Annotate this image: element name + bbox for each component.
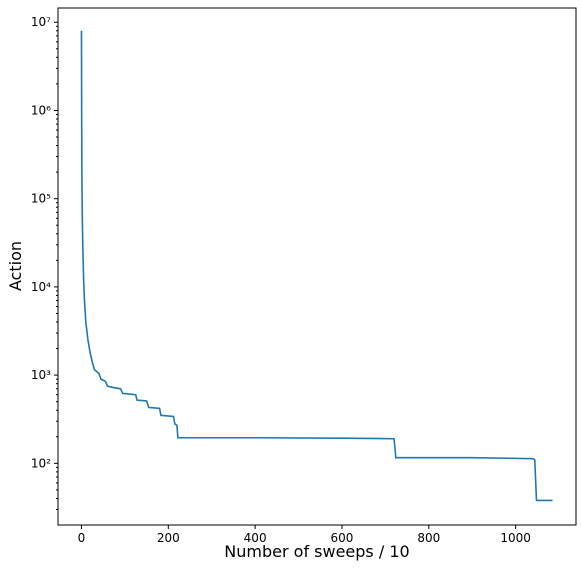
y-tick-label: 10⁵ <box>31 192 51 206</box>
y-tick-label: 10⁷ <box>31 15 51 29</box>
plot-frame <box>57 7 577 526</box>
y-tick-label: 10⁴ <box>31 280 51 294</box>
x-tick-label: 200 <box>157 531 180 545</box>
x-axis-label: Number of sweeps / 10 <box>224 542 409 561</box>
y-axis-label: Action <box>6 241 25 291</box>
data-line <box>80 30 553 502</box>
x-tick-label: 800 <box>417 531 440 545</box>
y-tick-label: 10² <box>31 456 51 470</box>
x-tick-label: 400 <box>244 531 267 545</box>
x-tick-label: 600 <box>331 531 354 545</box>
y-tick-label: 10³ <box>31 368 51 382</box>
x-tick-label: 1000 <box>500 531 531 545</box>
y-tick-label: 10⁶ <box>31 103 51 117</box>
x-tick-label: 0 <box>78 531 86 545</box>
